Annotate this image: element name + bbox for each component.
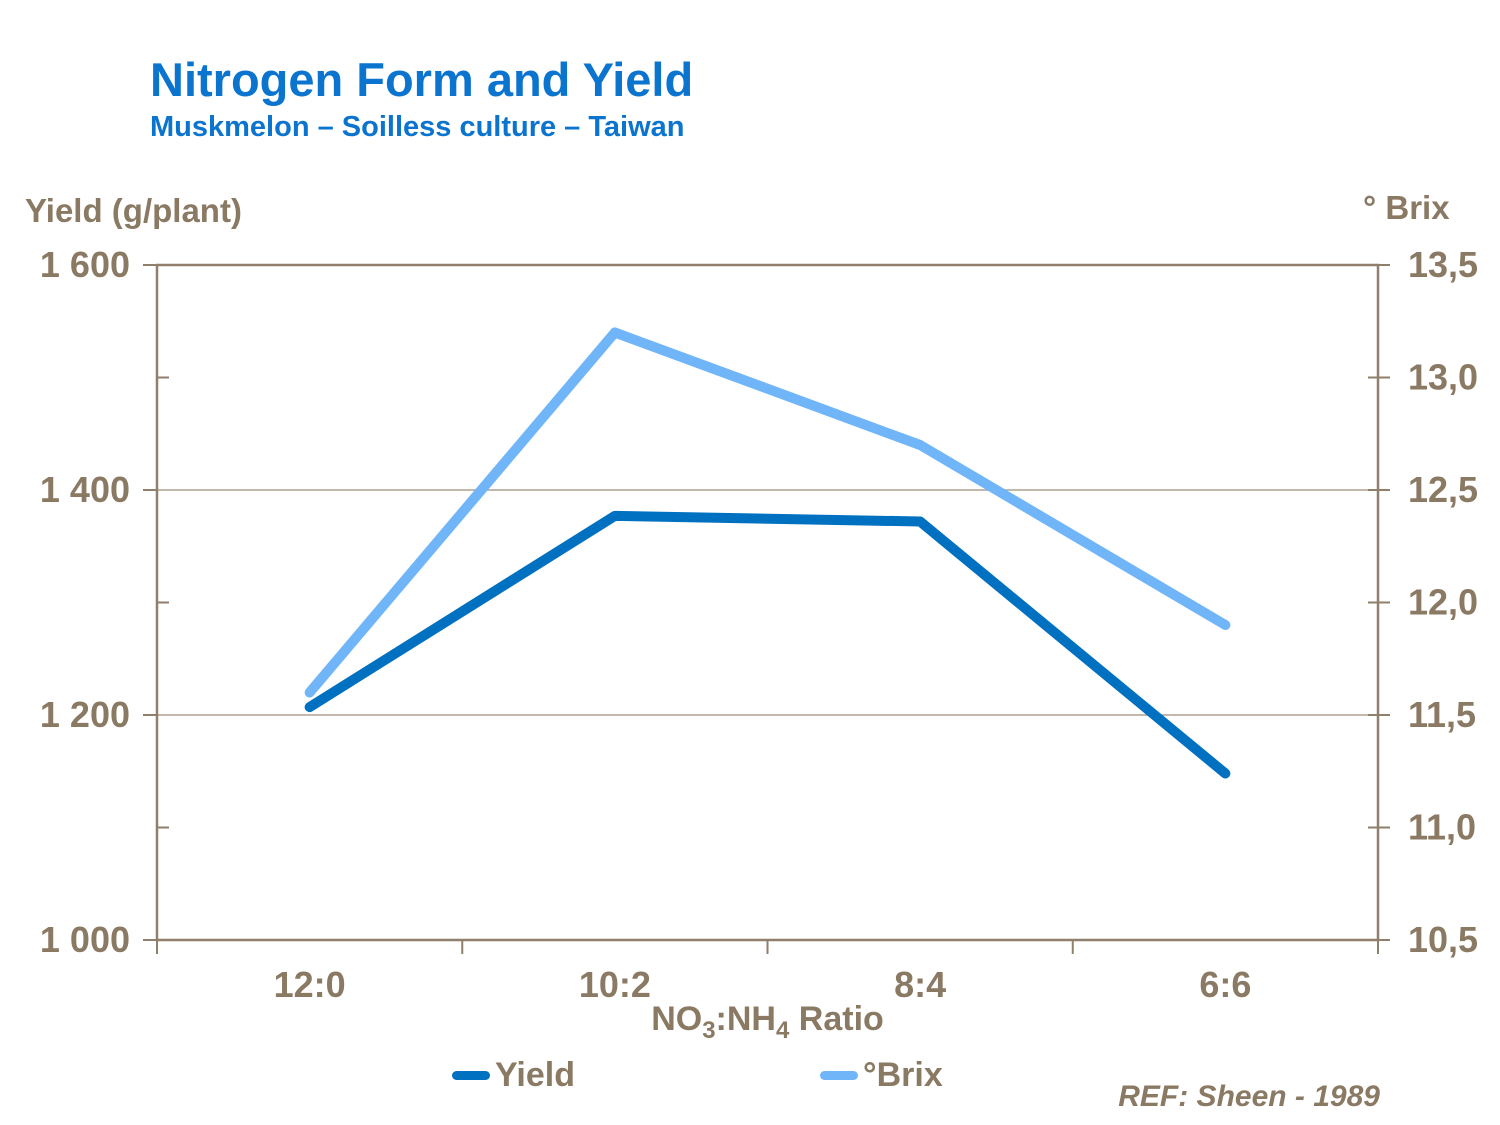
yield-legend-label: Yield	[495, 1056, 575, 1094]
right-axis-tick-label: 10,5	[1408, 919, 1478, 960]
right-axis-tick-label: 12,0	[1408, 582, 1478, 623]
legend-item-yield: Yield	[452, 1056, 575, 1095]
brix-legend-swatch	[820, 1071, 858, 1080]
chart-title: Nitrogen Form and Yield	[150, 53, 694, 106]
left-axis-tick-label: 1 200	[40, 694, 130, 735]
right-axis-tick-label: 11,5	[1408, 694, 1476, 735]
left-axis-tick-label: 1 400	[40, 469, 130, 510]
x-axis-title: NO3:NH4 Ratio	[157, 1000, 1378, 1045]
x-axis-tick-label: 6:6	[1199, 964, 1251, 1005]
x-axis-tick-label: 12:0	[274, 964, 346, 1005]
yield-legend-swatch	[452, 1071, 490, 1080]
chart-subtitle: Muskmelon – Soilless culture – Taiwan	[150, 111, 685, 143]
yield-line	[304, 510, 1231, 779]
right-axis-tick-label: 13,5	[1408, 244, 1478, 285]
left-axis-title: Yield (g/plant)	[25, 192, 242, 229]
left-axis-tick-label: 1 600	[40, 244, 130, 285]
legend-item-brix: °Brix	[820, 1056, 943, 1095]
x-axis-tick-label: 8:4	[894, 964, 946, 1005]
x-axis-title-text: NO3:NH4 Ratio	[651, 1000, 884, 1044]
right-axis-tick-label: 11,0	[1408, 807, 1476, 848]
reference-footnote: REF: Sheen - 1989	[1118, 1080, 1380, 1113]
right-axis-tick-label: 12,5	[1408, 469, 1478, 510]
right-axis-tick-label: 13,0	[1408, 357, 1478, 398]
brix-legend-label: °Brix	[863, 1056, 943, 1094]
right-axis-title: ° Brix	[1363, 189, 1450, 226]
x-axis-tick-label: 10:2	[579, 964, 651, 1005]
left-axis-tick-label: 1 000	[40, 919, 130, 960]
brix-line	[304, 327, 1231, 698]
